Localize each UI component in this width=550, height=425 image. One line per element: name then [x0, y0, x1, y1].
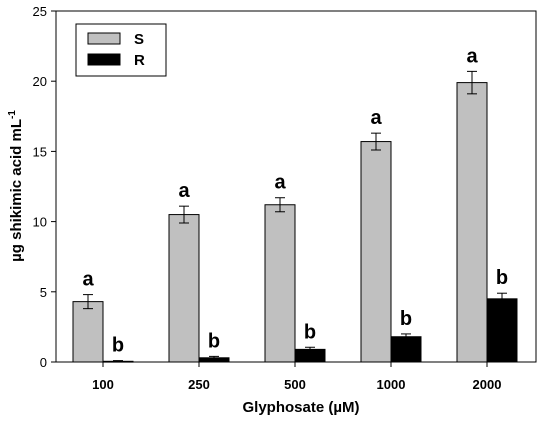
significance-label-R-2000: b [496, 267, 508, 289]
y-tick-label: 10 [33, 215, 47, 230]
y-axis-label: µg shikimic acid mL-1 [7, 110, 25, 262]
legend: SR [75, 23, 167, 77]
y-axis-label-main: µg shikimic acid mL [8, 119, 25, 262]
significance-label-R-500: b [304, 321, 316, 343]
error-bar-S-2000 [467, 70, 477, 95]
y-tick-label: 5 [40, 285, 47, 300]
error-bar-S-500 [275, 197, 285, 213]
y-axis-label-sup: -1 [7, 110, 18, 119]
significance-label-R-250: b [208, 330, 220, 352]
significance-label-S-1000: a [370, 107, 382, 129]
significance-label-S-500: a [274, 172, 286, 194]
y-tick-label: 25 [33, 4, 47, 19]
significance-label-S-100: a [82, 269, 94, 291]
bar-R-1000 [390, 336, 422, 363]
bar-R-2000 [486, 298, 518, 363]
bar-S-100 [72, 301, 104, 363]
error-bar-S-100 [83, 294, 93, 310]
x-tick-label: 500 [284, 377, 306, 392]
legend-label-R: R [134, 52, 145, 69]
legend-swatch-S [87, 32, 121, 45]
error-bar-R-250 [209, 355, 219, 360]
significance-label-R-1000: b [400, 308, 412, 330]
error-bar-S-250 [179, 205, 189, 224]
x-ticks: 100 250 500 1000 2000 [92, 362, 501, 392]
y-tick-label: 20 [33, 74, 47, 89]
significance-label-S-2000: a [466, 45, 478, 67]
error-bar-R-500 [305, 346, 315, 352]
x-tick-label: 2000 [473, 377, 502, 392]
error-bar-R-100 [113, 360, 123, 363]
significance-label-S-250: a [178, 180, 190, 202]
legend-box [75, 23, 167, 77]
bars: a b a b a b a b a b [72, 45, 518, 363]
x-tick-label: 250 [188, 377, 210, 392]
y-tick-label: 15 [33, 144, 47, 159]
significance-label-R-100: b [112, 335, 124, 357]
bar-S-1000 [360, 141, 392, 363]
x-axis-label: Glyphosate (µM) [243, 399, 360, 416]
bar-S-500 [264, 204, 296, 363]
error-bar-S-1000 [371, 132, 381, 151]
x-tick-label: 100 [92, 377, 114, 392]
error-bar-R-2000 [497, 292, 507, 305]
legend-label-S: S [134, 31, 144, 48]
error-bar-R-1000 [401, 333, 411, 341]
bar-S-2000 [456, 82, 488, 363]
legend-swatch-R [87, 53, 121, 66]
y-ticks: 0 5 10 15 20 25 [33, 4, 56, 370]
y-tick-label: 0 [40, 355, 47, 370]
x-tick-label: 1000 [377, 377, 406, 392]
bar-S-250 [168, 214, 200, 363]
